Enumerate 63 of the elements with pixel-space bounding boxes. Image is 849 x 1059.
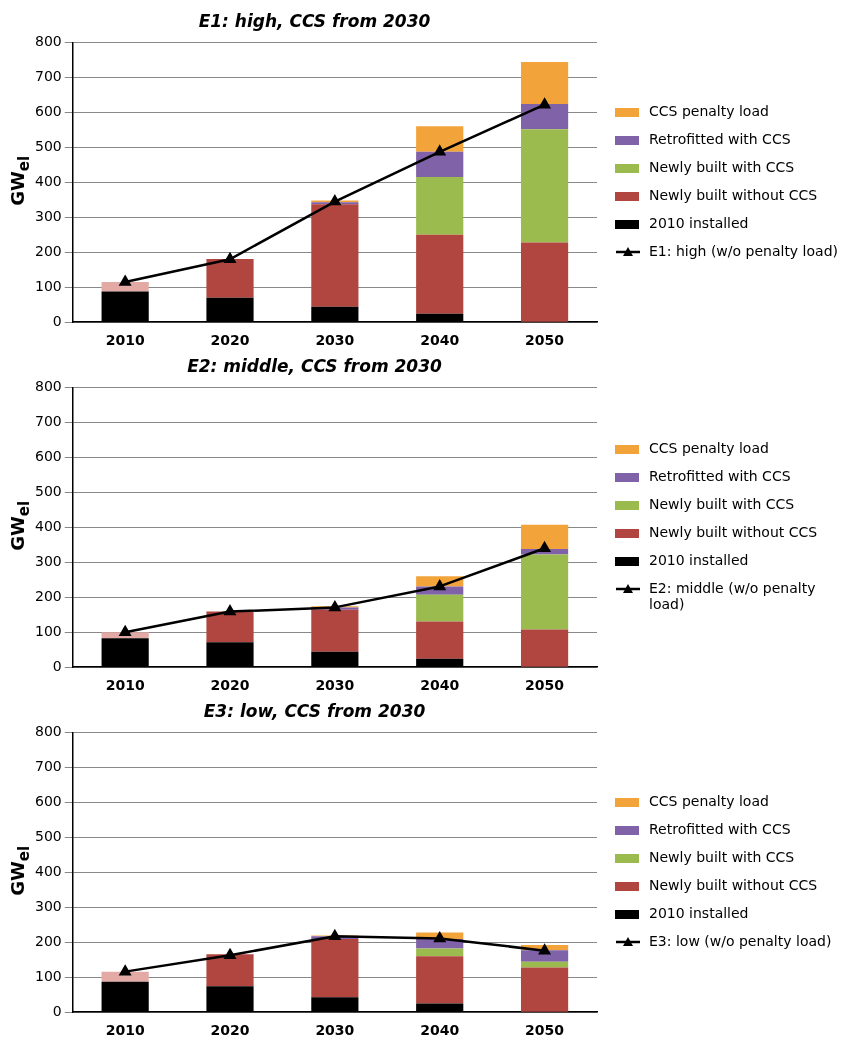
y-tick-label: 300: [34, 207, 62, 224]
legend-label: Newly built with CCS: [649, 158, 795, 175]
legend-label: Retrofitted with CCS: [649, 130, 791, 147]
x-tick-label: 2050: [525, 677, 565, 694]
y-tick-label: 0: [52, 657, 62, 674]
x-tick-label: 2040: [420, 677, 460, 694]
x-tick-label: 2030: [315, 1022, 355, 1039]
legend-label: E1: high (w/o penalty load): [649, 242, 838, 259]
chart-title: E2: middle, CCS from 2030: [187, 355, 443, 376]
x-tick-label: 2040: [420, 332, 460, 349]
x-tick-label: 2010: [105, 332, 145, 349]
y-tick-label: 100: [34, 622, 62, 639]
y-tick-label: 400: [34, 517, 62, 534]
x-tick-label: 2020: [210, 677, 250, 694]
x-tick-label: 2040: [420, 1022, 460, 1039]
y-tick-label: 0: [52, 312, 62, 329]
legend-label: CCS penalty load: [649, 792, 769, 809]
x-tick-label: 2020: [210, 332, 250, 349]
legend-label: Newly built with CCS: [649, 495, 795, 512]
y-tick-label: 800: [34, 378, 62, 395]
legend-label: Retrofitted with CCS: [649, 467, 791, 484]
legend-label: Newly built without CCS: [649, 876, 818, 893]
y-tick-label: 500: [34, 827, 62, 844]
x-tick-label: 2030: [315, 332, 355, 349]
y-tick-label: 300: [34, 552, 62, 569]
x-tick-label: 2050: [525, 1022, 565, 1039]
y-tick-label: 700: [34, 413, 62, 430]
y-tick-label: 0: [52, 1002, 62, 1019]
x-tick-label: 2010: [105, 1022, 145, 1039]
legend-label: 2010 installed: [649, 551, 749, 568]
y-tick-label: 400: [34, 172, 62, 189]
x-tick-label: 2050: [525, 332, 565, 349]
y-tick-label: 700: [34, 68, 62, 85]
y-tick-label: 700: [34, 758, 62, 775]
legend-label: Newly built without CCS: [649, 186, 818, 203]
y-tick-label: 600: [34, 792, 62, 809]
y-tick-label: 200: [34, 242, 62, 259]
legend-label: E3: low (w/o penalty load): [649, 932, 832, 949]
y-tick-label: 200: [34, 587, 62, 604]
x-tick-label: 2030: [315, 677, 355, 694]
legend-label: E2: middle (w/o penalty load): [649, 579, 817, 612]
legend-label: 2010 installed: [649, 214, 749, 231]
y-tick-label: 300: [34, 897, 62, 914]
legend-label: Retrofitted with CCS: [649, 820, 791, 837]
legend-label: Newly built with CCS: [649, 848, 795, 865]
x-tick-label: 2020: [210, 1022, 250, 1039]
y-tick-label: 100: [34, 967, 62, 984]
y-tick-label: 500: [34, 137, 62, 154]
y-tick-label: 400: [34, 862, 62, 879]
legend-label: CCS penalty load: [649, 439, 769, 456]
legend-label: Newly built without CCS: [649, 523, 818, 540]
legend-label: 2010 installed: [649, 904, 749, 921]
y-tick-label: 600: [34, 447, 62, 464]
chart-title: E3: low, CCS from 2030: [203, 700, 426, 721]
x-tick-label: 2010: [105, 677, 145, 694]
y-tick-label: 800: [34, 723, 62, 740]
y-tick-label: 600: [34, 102, 62, 119]
y-tick-label: 200: [34, 932, 62, 949]
chart-title: E1: high, CCS from 2030: [198, 10, 431, 31]
legend-label: CCS penalty load: [649, 102, 769, 119]
y-tick-label: 800: [34, 33, 62, 50]
y-tick-label: 100: [34, 277, 62, 294]
y-tick-label: 500: [34, 482, 62, 499]
